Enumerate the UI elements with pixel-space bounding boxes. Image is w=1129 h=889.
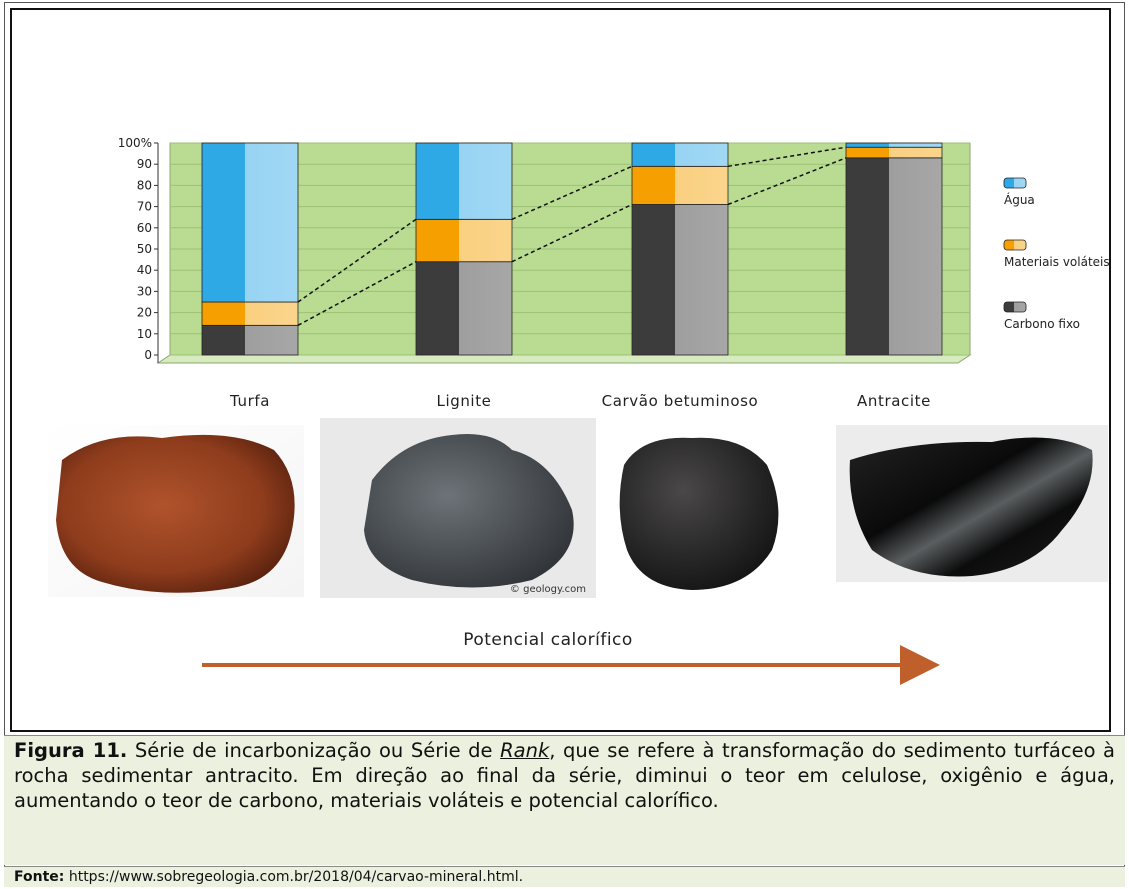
legend-swatch (1003, 301, 1027, 313)
trend-line (727, 157, 847, 206)
x-tick-label: Turfa (229, 392, 270, 410)
source: Fonte: https://www.sobregeologia.com.br/… (4, 866, 1125, 887)
arrow-label: Potencial calorífico (463, 630, 633, 650)
y-tick-label: 50 (137, 242, 152, 256)
bar-segment (845, 142, 943, 148)
figure: © geology.com Potencial calorífico 0 10 20… (10, 8, 1111, 732)
bar-segment (201, 324, 299, 356)
legend-label: Materiais voláteis (1004, 255, 1109, 269)
y-tick-label: 30 (137, 284, 152, 298)
x-tick-label: Antracite (857, 392, 931, 410)
bar-segment (631, 142, 729, 167)
y-tick-label: 10 (137, 327, 152, 341)
trend-line (297, 218, 417, 303)
bar-segment (415, 218, 513, 263)
plot-floor (156, 354, 972, 364)
x-tick-label: Lignite (436, 392, 491, 410)
chart: © geology.com Potencial calorífico 0 10 20… (48, 136, 1110, 685)
y-tick-label: 40 (137, 263, 152, 277)
source-url: https://www.sobregeologia.com.br/2018/04… (68, 869, 524, 885)
caption-text: , que se refere à transformação do sedim… (14, 739, 1115, 812)
y-tick-label: 80 (137, 178, 152, 192)
rock-turfa (56, 434, 295, 593)
rock-lignite (364, 434, 574, 588)
caption: Figura 11. Série de incarbonização ou Sé… (4, 735, 1125, 865)
y-tick-label: 60 (137, 221, 152, 235)
caption-emphasis: Rank (500, 739, 550, 762)
bar-segment (845, 146, 943, 159)
bar-segment (631, 204, 729, 356)
photo-credit: © geology.com (510, 584, 586, 595)
trend-line (511, 203, 633, 263)
bar-segment (845, 157, 943, 356)
y-tick-label: 100% (118, 136, 152, 150)
y-tick-label: 70 (137, 200, 152, 214)
bar-segment (201, 301, 299, 326)
trend-line (727, 146, 847, 168)
rock-antracite (849, 437, 1093, 577)
bar-segment (415, 261, 513, 356)
bar-segment (415, 142, 513, 220)
bar-segment (631, 165, 729, 205)
y-tick-label: 90 (137, 157, 152, 171)
trend-line (511, 165, 633, 221)
legend-label: Água (1004, 192, 1035, 207)
bar-segment (201, 142, 299, 303)
caption-label: Figura 11. (14, 739, 128, 762)
caption-text: Série de incarbonização ou Série de (134, 739, 501, 762)
legend-swatch (1003, 177, 1027, 189)
legend-label: Carbono fixo (1004, 317, 1080, 331)
source-label: Fonte: (14, 869, 65, 885)
trend-line (297, 261, 417, 326)
legend-swatch (1003, 239, 1027, 251)
x-tick-label: Carvão betuminoso (602, 392, 759, 410)
rock-carvao (619, 437, 779, 590)
y-tick-label: 0 (144, 348, 152, 362)
y-tick-label: 20 (137, 306, 152, 320)
